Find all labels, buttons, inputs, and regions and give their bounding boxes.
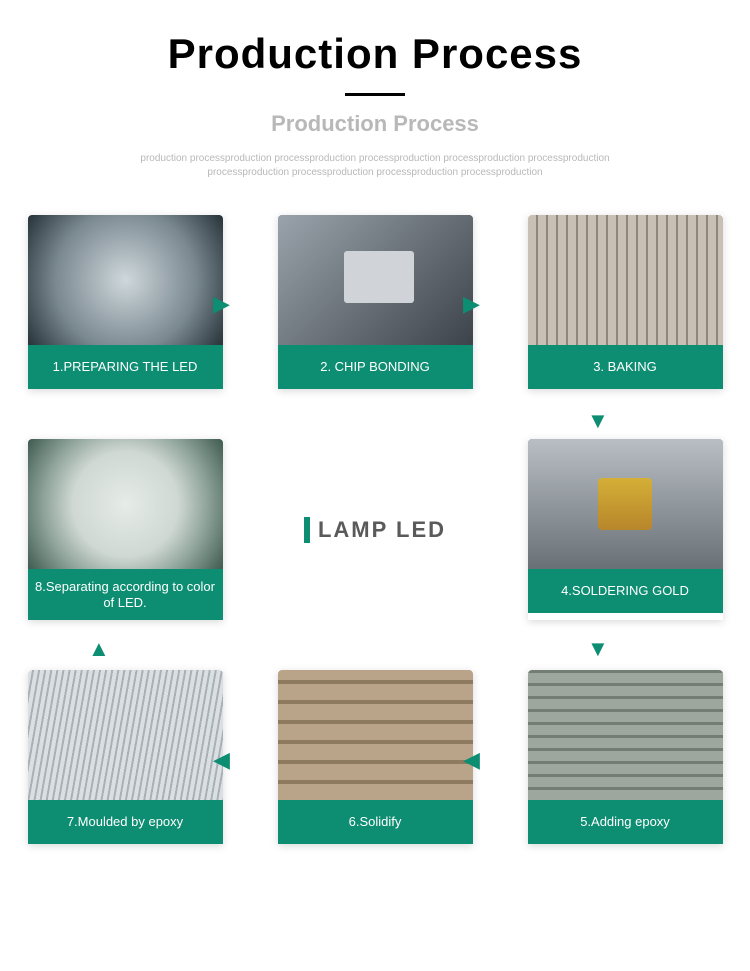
step-image-2 xyxy=(278,215,473,345)
page-subtitle: Production Process xyxy=(20,111,730,137)
step-card-6: 6.Solidify xyxy=(278,670,473,844)
page-description: production processproduction processprod… xyxy=(125,152,625,180)
step-caption-3: 3. BAKING xyxy=(528,345,723,389)
step-image-3 xyxy=(528,215,723,345)
step-image-6 xyxy=(278,670,473,800)
step-card-8: 8.Separating according to color of LED. xyxy=(28,439,223,620)
page-title: Production Process xyxy=(20,30,730,78)
step-caption-5: 5.Adding epoxy xyxy=(528,800,723,844)
step-card-3: 3. BAKING xyxy=(528,215,723,389)
step-image-8 xyxy=(28,439,223,569)
header: Production Process Production Process pr… xyxy=(0,0,750,215)
arrow-down-icon: ▼ xyxy=(587,638,609,660)
step-card-1: 1.PREPARING THE LED xyxy=(28,215,223,389)
center-label: LAMP LED xyxy=(304,517,446,543)
step-card-4: 4.SOLDERING GOLD xyxy=(528,439,723,620)
arrow-right-icon: ▶ xyxy=(213,293,230,315)
arrow-up-icon: ▲ xyxy=(88,638,110,660)
step-caption-1: 1.PREPARING THE LED xyxy=(28,345,223,389)
step-caption-2: 2. CHIP BONDING xyxy=(278,345,473,389)
step-caption-4: 4.SOLDERING GOLD xyxy=(528,569,723,613)
step-card-7: 7.Moulded by epoxy xyxy=(28,670,223,844)
arrow-right-icon: ▶ xyxy=(463,293,480,315)
step-image-4 xyxy=(528,439,723,569)
arrow-left-icon: ◀ xyxy=(463,749,480,771)
step-image-7 xyxy=(28,670,223,800)
arrow-left-icon: ◀ xyxy=(213,749,230,771)
center-label-cell: LAMP LED xyxy=(278,439,473,620)
step-card-2: 2. CHIP BONDING xyxy=(278,215,473,389)
process-grid: 1.PREPARING THE LED 2. CHIP BONDING 3. B… xyxy=(0,215,750,874)
center-label-text: LAMP LED xyxy=(318,517,446,543)
step-image-5 xyxy=(528,670,723,800)
step-card-5: 5.Adding epoxy xyxy=(528,670,723,844)
step-caption-6: 6.Solidify xyxy=(278,800,473,844)
center-bar-icon xyxy=(304,517,310,543)
step-caption-8: 8.Separating according to color of LED. xyxy=(28,569,223,620)
arrow-down-icon: ▼ xyxy=(587,410,609,432)
step-image-1 xyxy=(28,215,223,345)
step-caption-7: 7.Moulded by epoxy xyxy=(28,800,223,844)
title-divider xyxy=(345,93,405,96)
